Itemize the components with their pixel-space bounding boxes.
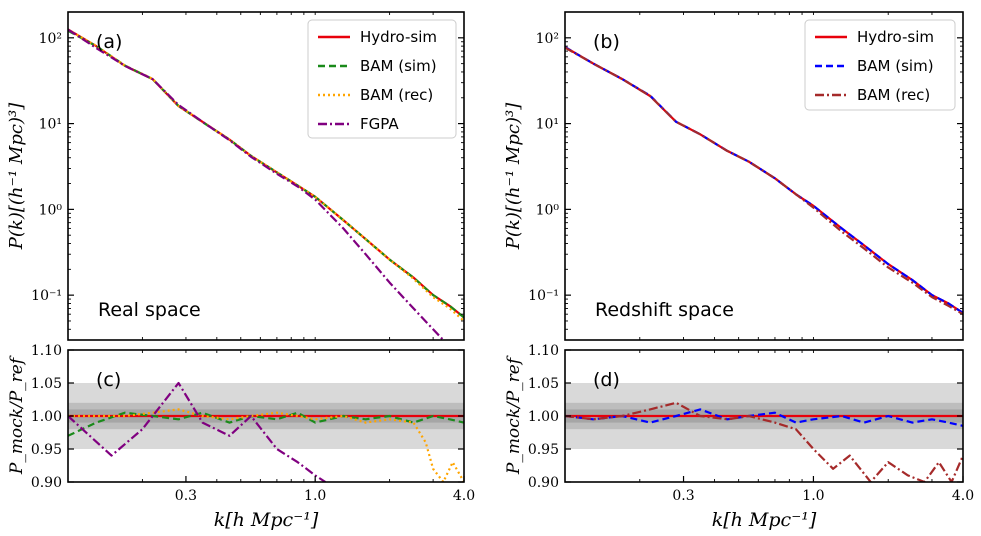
panel-b-legend-label: BAM (rec) — [857, 86, 930, 104]
panel-b-annotation: Redshift space — [595, 299, 734, 321]
panel-d-ytick-label: 0.90 — [528, 475, 559, 491]
panel-c-xtick-label: 4.0 — [453, 488, 475, 504]
panel-d-xlabel: k[h Mpc⁻¹] — [712, 509, 817, 531]
panel-b-ytick-label: 10¹ — [536, 117, 559, 133]
panel-c-tag: (c) — [96, 369, 121, 391]
panel-c-series-bam-rec — [68, 408, 464, 482]
panel-d-ylabel: P_mock/P_ref — [504, 355, 524, 475]
panel-a-annotation: Real space — [98, 299, 201, 321]
panel-a-ytick-label: 10¹ — [39, 117, 62, 133]
panel-d-xtick-label: 4.0 — [952, 488, 974, 504]
panel-b-legend-label: BAM (sim) — [857, 57, 934, 75]
panel-c-ytick-label: 0.90 — [31, 475, 62, 491]
panel-a-ylabel: P(k)[(h⁻¹ Mpc)³] — [6, 102, 27, 250]
panel-d-ytick-label: 1.10 — [528, 343, 559, 359]
panel-c-ytick-label: 1.10 — [31, 343, 62, 359]
panel-d: 1.10 1.05 1.00 0.95 0.90 0.3 1.0 4.0 k[h Mpc⁻¹] P… — [504, 343, 974, 531]
panel-c-xtick-label: 0.3 — [175, 488, 197, 504]
panel-c-xtick-label: 1.0 — [304, 488, 326, 504]
panel-a-legend-label: BAM (sim) — [360, 57, 437, 75]
panel-b: 10² 10¹ 10⁰ 10⁻¹ P(k)[(h⁻¹ Mpc)³] (b) Redshift… — [503, 11, 964, 341]
panel-d-ytick-label: 1.00 — [528, 409, 559, 425]
panel-b-frame — [564, 11, 964, 341]
panel-a-ytick-label: 10² — [39, 31, 62, 47]
panel-b-legend: Hydro-sim BAM (sim) BAM (rec) — [804, 19, 956, 111]
panel-b-ytick-label: 10⁰ — [536, 202, 560, 218]
panel-d-series-bam-sim — [565, 408, 963, 427]
panel-a-legend-label: Hydro-sim — [360, 28, 437, 46]
panel-c-ytick-label: 1.00 — [31, 409, 62, 425]
panel-c-ytick-label: 0.95 — [31, 442, 62, 458]
panel-b-ytick-label: 10² — [536, 31, 559, 47]
panel-a-legend-label: BAM (rec) — [360, 86, 433, 104]
panel-c-ytick-label: 1.05 — [31, 376, 62, 392]
panel-a-legend: Hydro-sim BAM (sim) BAM (rec) FGPA — [307, 19, 457, 139]
panel-d-xtick-label: 1.0 — [802, 488, 824, 504]
panel-d-xtick-label: 0.3 — [672, 488, 694, 504]
panel-a-legend-label: FGPA — [360, 115, 399, 133]
panel-b-tag: (b) — [593, 31, 620, 53]
panel-a-ytick-label: 10⁰ — [39, 202, 63, 218]
panel-d-tag: (d) — [593, 369, 620, 391]
panel-b-legend-label: Hydro-sim — [857, 28, 934, 46]
panel-b-ytick-label: 10⁻¹ — [528, 288, 559, 304]
panel-a-ytick-label: 10⁻¹ — [31, 288, 62, 304]
panel-b-ylabel: P(k)[(h⁻¹ Mpc)³] — [503, 102, 524, 250]
panel-c-xlabel: k[h Mpc⁻¹] — [214, 509, 319, 531]
panel-c-series-fgpa — [68, 381, 326, 482]
panel-a-frame — [67, 11, 465, 341]
panel-c-ylabel: P_mock/P_ref — [7, 355, 27, 475]
panel-a: 10² 10¹ 10⁰ 10⁻¹ P(k)[(h⁻¹ Mpc)³] (a) Real spa… — [6, 11, 465, 341]
panel-b-series-bam-rec — [565, 46, 963, 316]
panel-d-ytick-label: 0.95 — [528, 442, 559, 458]
panel-d-series-bam-rec — [565, 401, 963, 482]
panel-c: 1.10 1.05 1.00 0.95 0.90 0.3 1.0 4.0 k[h Mpc⁻¹] P… — [7, 343, 475, 531]
panel-a-series-fgpa — [68, 28, 445, 340]
panel-c-series-bam-sim — [68, 411, 464, 437]
panel-d-ytick-label: 1.05 — [528, 376, 559, 392]
panel-a-tag: (a) — [96, 31, 122, 53]
panel-a-series-bam-rec — [68, 28, 464, 322]
